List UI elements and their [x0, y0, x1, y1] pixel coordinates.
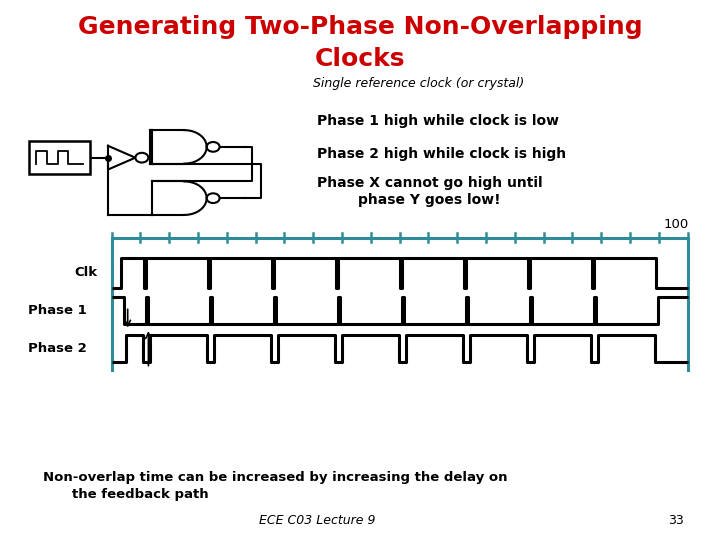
Text: Phase 1 high while clock is low: Phase 1 high while clock is low	[317, 114, 559, 129]
Text: 100: 100	[664, 218, 689, 231]
Text: Phase X cannot go high until
phase Y goes low!: Phase X cannot go high until phase Y goe…	[317, 176, 542, 207]
FancyBboxPatch shape	[29, 141, 90, 174]
Text: the feedback path: the feedback path	[72, 488, 209, 501]
Text: Phase 1: Phase 1	[27, 304, 86, 317]
Text: 33: 33	[668, 514, 684, 526]
Text: ECE C03 Lecture 9: ECE C03 Lecture 9	[258, 514, 375, 526]
Text: Generating Two-Phase Non-Overlapping
Clocks: Generating Two-Phase Non-Overlapping Clo…	[78, 16, 642, 71]
Text: Phase 2: Phase 2	[27, 342, 86, 355]
Text: Non-overlap time can be increased by increasing the delay on: Non-overlap time can be increased by inc…	[43, 471, 508, 484]
Text: Phase 2 high while clock is high: Phase 2 high while clock is high	[317, 147, 566, 161]
Text: Clk: Clk	[74, 266, 97, 279]
Text: Single reference clock (or crystal): Single reference clock (or crystal)	[313, 77, 524, 90]
